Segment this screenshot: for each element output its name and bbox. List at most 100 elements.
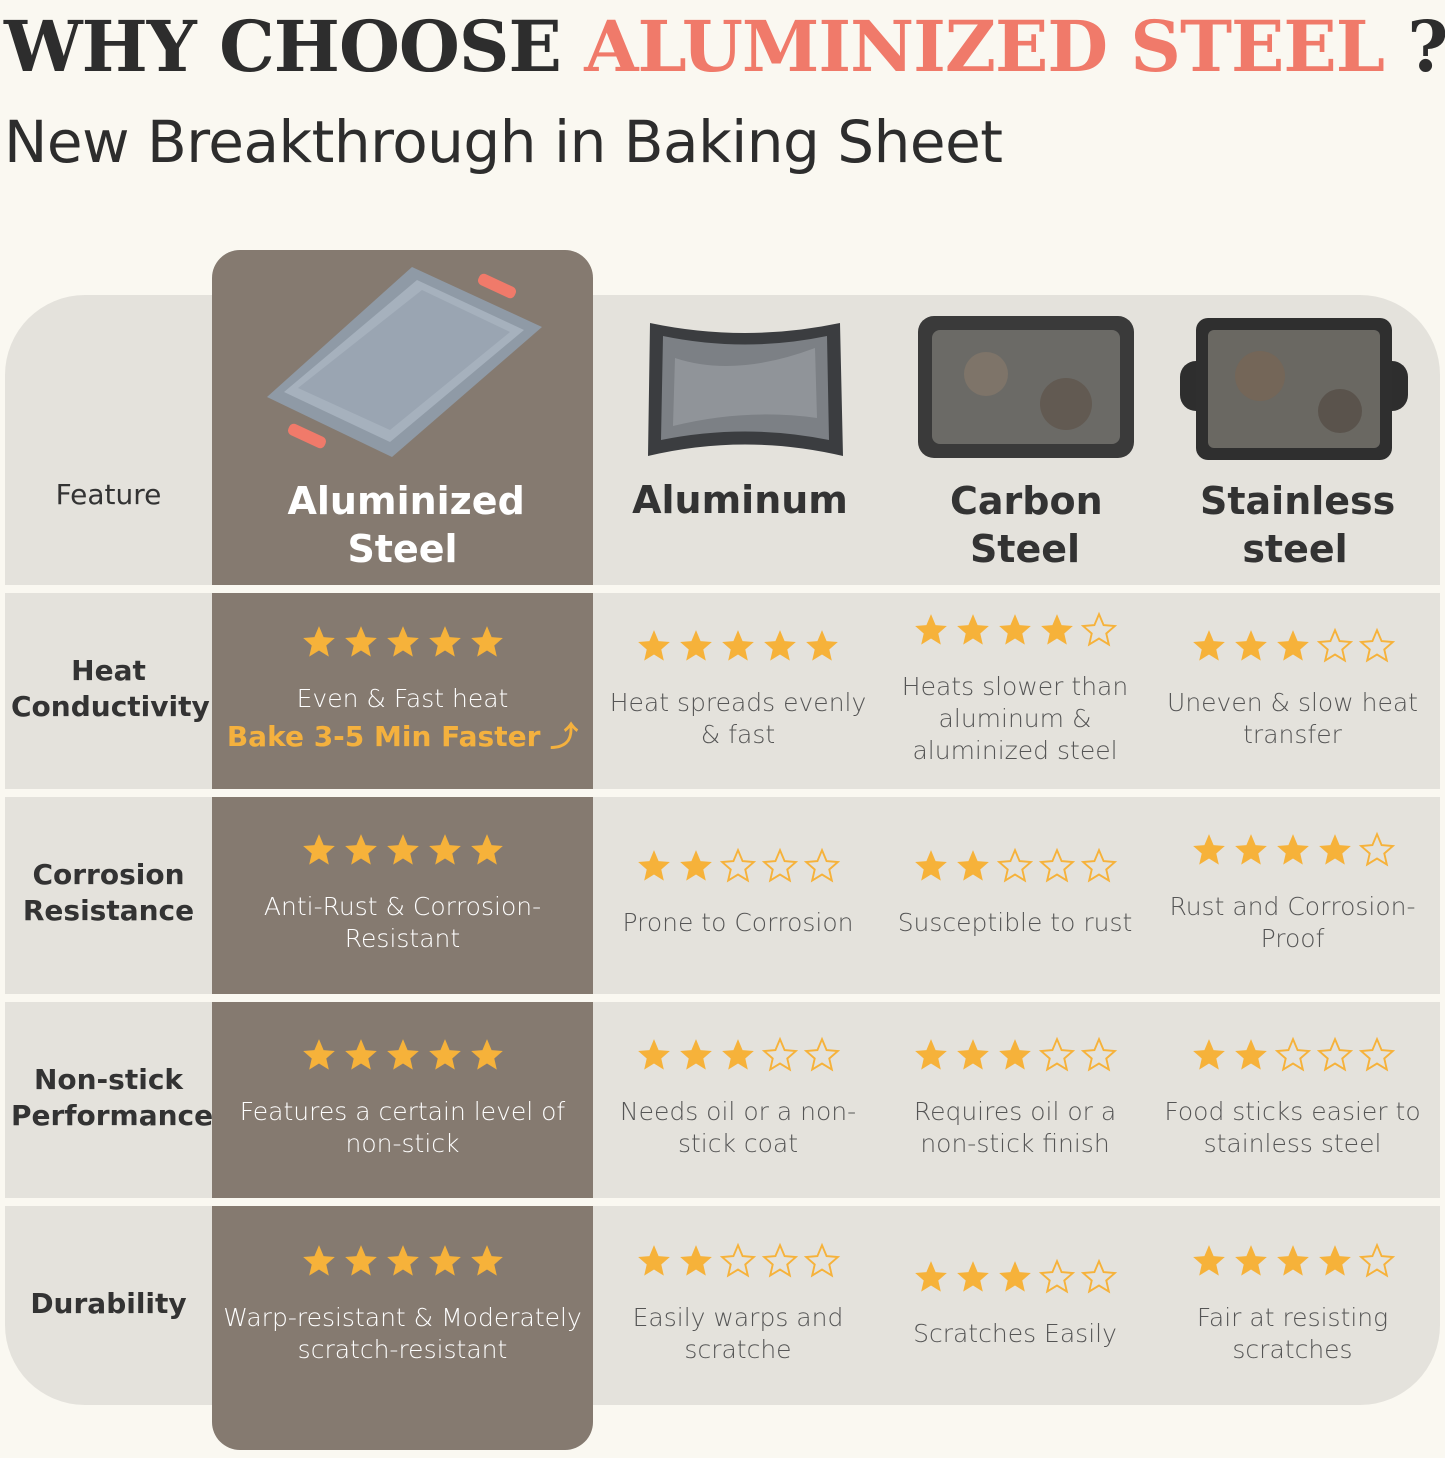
- feature-name: Durability: [30, 1286, 187, 1320]
- star-filled-icon: [470, 1244, 503, 1276]
- star-filled-icon: [1192, 630, 1225, 661]
- star-filled-icon: [302, 1039, 335, 1070]
- star-filled-icon: [1276, 1244, 1309, 1276]
- cell-description: Susceptible to rust: [897, 908, 1133, 937]
- star-rating: [300, 831, 506, 869]
- row-divider: [212, 1198, 593, 1206]
- star-filled-icon: [1234, 834, 1267, 865]
- star-filled-icon: [1234, 1039, 1267, 1070]
- star-empty-icon: [1080, 1258, 1118, 1294]
- star-filled-icon: [1041, 614, 1073, 645]
- row-divider: [5, 789, 1440, 797]
- rating-cell: Susceptible to rust: [880, 797, 1150, 989]
- highlight-text: Bake 3-5 Min Faster: [226, 720, 541, 753]
- star-filled-icon: [764, 630, 796, 661]
- column-name: Aluminized Steel: [287, 479, 525, 571]
- title-accent: ALUMINIZED STEEL: [584, 5, 1385, 88]
- star-empty-icon: [761, 1242, 799, 1278]
- star-filled-icon: [386, 1039, 419, 1070]
- star-empty-icon: [1358, 627, 1395, 663]
- rating-cell: Food sticks easier to stainless steel: [1150, 1002, 1435, 1194]
- star-filled-icon: [344, 834, 377, 865]
- row-divider: [5, 1198, 1440, 1206]
- star-empty-icon: [1038, 1036, 1076, 1072]
- star-filled-icon: [915, 850, 947, 881]
- feature-header: Feature: [55, 478, 162, 511]
- rating-cell: Heat spreads evenly & fast: [596, 593, 880, 785]
- star-filled-icon: [470, 1039, 503, 1070]
- star-filled-icon: [428, 834, 461, 865]
- star-rating: [1190, 1036, 1396, 1074]
- star-filled-icon: [344, 626, 377, 657]
- star-filled-icon: [344, 1039, 377, 1070]
- column-name: Carbon Steel: [950, 479, 1103, 571]
- column-header-stainless-steel: Stainless steel: [1160, 470, 1430, 580]
- cell-description: Anti-Rust & Corrosion-Resistant: [263, 892, 542, 953]
- star-filled-icon: [638, 1039, 670, 1070]
- star-filled-icon: [428, 626, 461, 657]
- column-name: Stainless steel: [1200, 479, 1396, 571]
- star-filled-icon: [957, 614, 989, 645]
- star-rating: [300, 1036, 506, 1074]
- title-suffix: ?: [1407, 5, 1445, 88]
- star-empty-icon: [1316, 627, 1353, 663]
- rating-cell: Easily warps and scratche: [596, 1206, 880, 1401]
- title-prefix: WHY CHOOSE: [4, 5, 562, 88]
- star-empty-icon: [1358, 1036, 1395, 1072]
- column-header-carbon-steel: Carbon Steel: [880, 470, 1170, 580]
- cell-description: Prone to Corrosion: [622, 908, 854, 937]
- star-empty-icon: [1080, 611, 1118, 647]
- star-empty-icon: [1358, 831, 1395, 867]
- aluminized-steel-tray-image: [267, 267, 542, 457]
- row-divider: [5, 585, 1440, 593]
- star-filled-icon: [957, 850, 989, 881]
- star-rating: [1190, 831, 1396, 869]
- star-empty-icon: [803, 847, 841, 883]
- star-rating: [912, 847, 1118, 885]
- cell-description: Easily warps and scratche: [632, 1302, 844, 1364]
- star-filled-icon: [470, 626, 503, 657]
- row-divider: [212, 585, 593, 593]
- star-empty-icon: [1080, 847, 1118, 883]
- star-filled-icon: [680, 1244, 712, 1276]
- star-filled-icon: [302, 834, 335, 865]
- star-filled-icon: [806, 630, 838, 661]
- aluminum-tray-image: [648, 323, 843, 456]
- rating-cell: Rust and Corrosion-Proof: [1150, 797, 1435, 989]
- star-filled-icon: [1276, 630, 1309, 661]
- star-filled-icon: [386, 1244, 419, 1276]
- star-filled-icon: [915, 1039, 947, 1070]
- star-rating: [912, 1258, 1118, 1296]
- star-empty-icon: [803, 1242, 841, 1278]
- star-rating: [300, 1242, 506, 1280]
- rating-cell: Anti-Rust & Corrosion-Resistant: [212, 797, 593, 989]
- star-empty-icon: [761, 1036, 799, 1072]
- page-subtitle: New Breakthrough in Baking Sheet: [4, 108, 1003, 176]
- feature-label: Heat Conductivity: [5, 593, 212, 785]
- feature-label: Durability: [5, 1206, 212, 1401]
- rating-cell: Needs oil or a non-stick coat: [596, 1002, 880, 1194]
- cell-description: Features a certain level of non-stick: [239, 1097, 566, 1158]
- star-filled-icon: [999, 614, 1031, 645]
- cell-description: Even & Fast heat: [296, 684, 509, 713]
- star-filled-icon: [1192, 1039, 1225, 1070]
- star-filled-icon: [1192, 1244, 1225, 1276]
- rating-cell: Fair at resisting scratches: [1150, 1206, 1435, 1401]
- star-filled-icon: [1234, 630, 1267, 661]
- rating-cell: Scratches Easily: [880, 1206, 1150, 1401]
- feature-name: Corrosion Resistance: [22, 858, 195, 927]
- star-filled-icon: [302, 1244, 335, 1276]
- star-rating: [300, 623, 506, 661]
- feature-name: Heat Conductivity: [11, 654, 210, 723]
- star-filled-icon: [428, 1039, 461, 1070]
- cell-description: Uneven & slow heat transfer: [1167, 688, 1418, 749]
- row-divider: [5, 994, 1440, 1002]
- star-empty-icon: [719, 1242, 757, 1278]
- star-filled-icon: [1234, 1244, 1267, 1276]
- star-filled-icon: [1192, 834, 1225, 865]
- star-filled-icon: [957, 1039, 989, 1070]
- cell-description: Warp-resistant & Moderately scratch-resi…: [223, 1302, 582, 1364]
- star-filled-icon: [957, 1260, 989, 1292]
- cell-description: Scratches Easily: [913, 1318, 1117, 1348]
- feature-label: Non-stick Performance: [5, 1002, 213, 1194]
